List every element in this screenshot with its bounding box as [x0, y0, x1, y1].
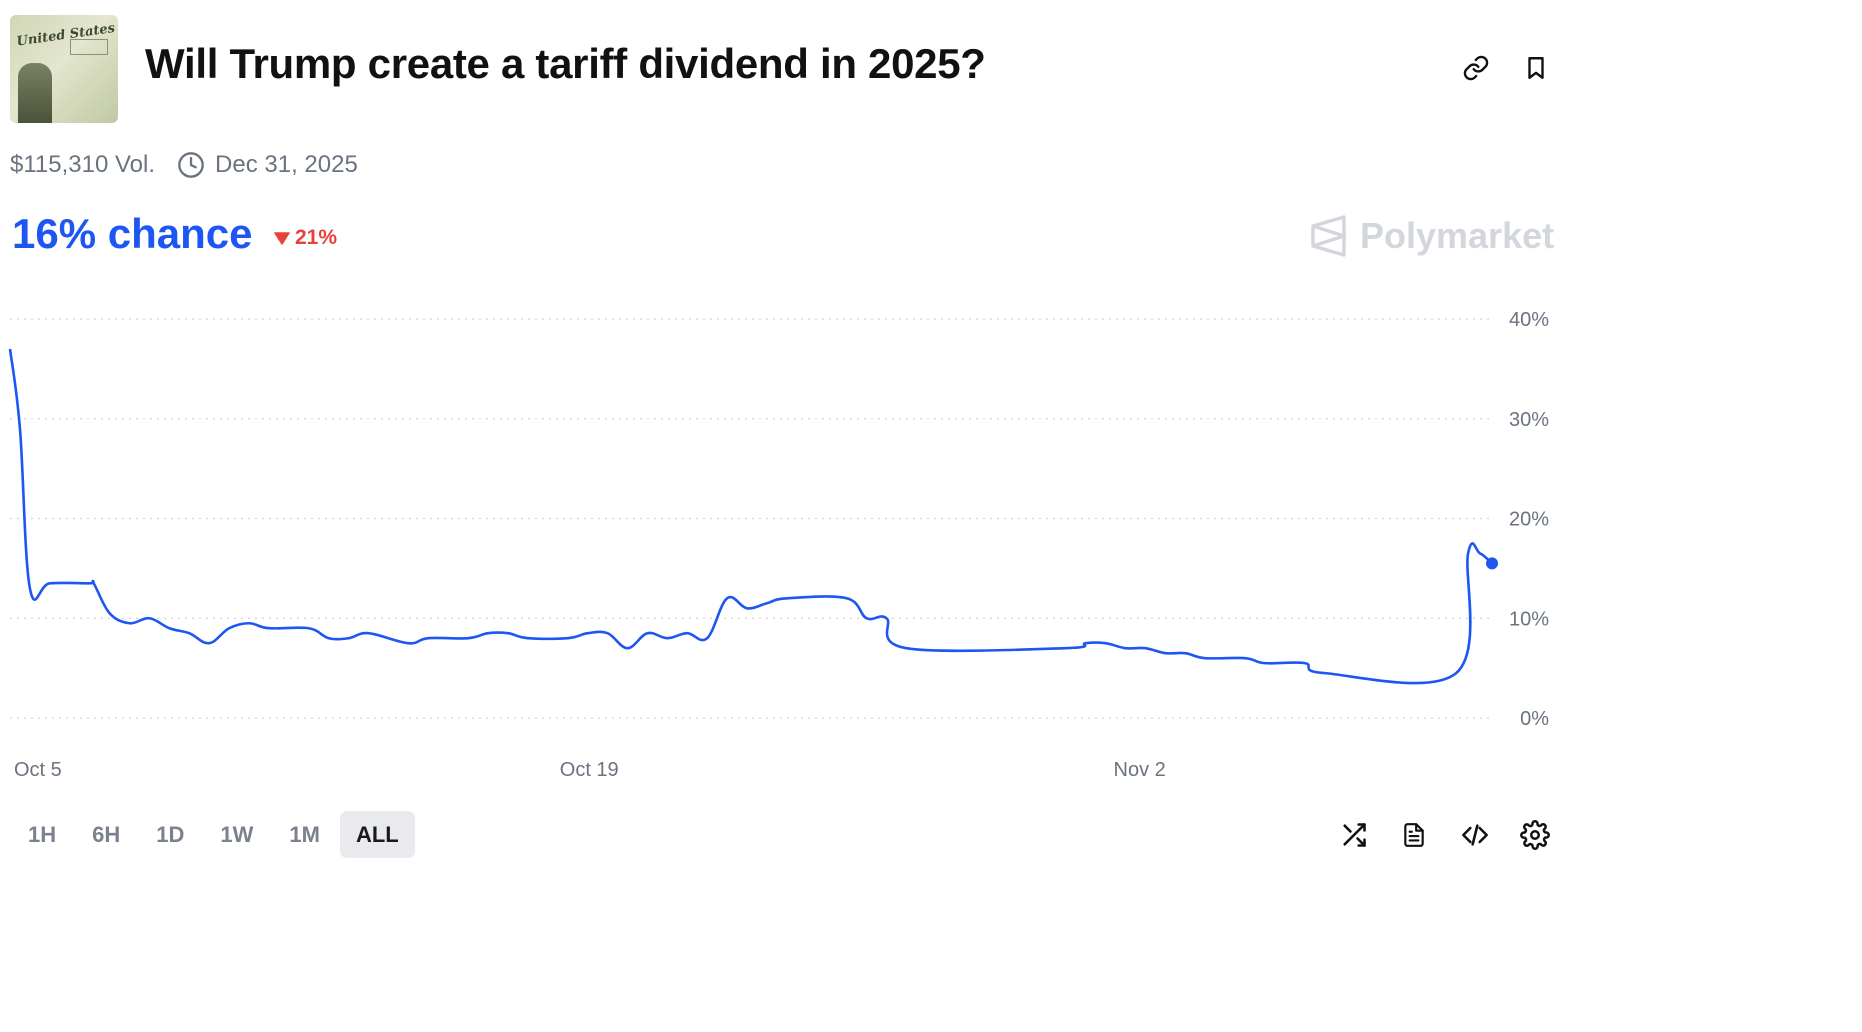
y-tick-label: 40% — [1509, 309, 1549, 331]
range-button-all[interactable]: ALL — [339, 811, 415, 858]
end-date-text: Dec 31, 2025 — [215, 151, 358, 178]
price-history-chart: 40% 30% 20% 10% 0% — [8, 309, 1549, 730]
bookmark-button[interactable] — [1520, 52, 1552, 84]
chance-text: 16% chance — [12, 210, 253, 257]
shuffle-button[interactable] — [1337, 818, 1371, 852]
thumbnail-statue — [18, 63, 52, 123]
y-tick-label: 0% — [1520, 708, 1549, 730]
range-button-1m[interactable]: 1M — [289, 821, 320, 847]
market-meta: $115,310 Vol. Dec 31, 2025 — [10, 151, 358, 179]
document-icon — [1404, 823, 1424, 847]
market-thumbnail: United States Treasury — [10, 15, 118, 123]
market-title: Will Trump create a tariff dividend in 2… — [145, 40, 986, 87]
embed-button[interactable] — [1458, 818, 1492, 852]
volume-text: $115,310 Vol. — [10, 151, 156, 178]
range-button-1w[interactable]: 1W — [220, 821, 254, 847]
thumbnail-check-boxes — [70, 39, 108, 55]
time-range-selector: 1H 6H 1D 1W 1M ALL — [12, 811, 419, 858]
y-tick-label: 30% — [1509, 409, 1549, 431]
change-badge: 21% — [274, 226, 337, 250]
copy-link-button[interactable] — [1460, 52, 1492, 84]
triangle-down-icon — [274, 231, 290, 245]
code-icon — [1462, 824, 1488, 846]
bookmark-icon — [1528, 57, 1544, 79]
rules-document-button[interactable] — [1397, 818, 1431, 852]
change-value: 21% — [295, 226, 338, 249]
x-tick-label: Nov 2 — [1113, 759, 1166, 781]
link-icon — [1463, 55, 1489, 81]
shuffle-icon — [1343, 823, 1366, 847]
polymarket-watermark: Polymarket — [1310, 214, 1554, 258]
polymarket-logo-icon — [1311, 215, 1346, 257]
series-line — [8, 348, 1493, 685]
range-button-1d[interactable]: 1D — [156, 821, 185, 847]
x-tick-label: Oct 19 — [559, 759, 619, 781]
range-button-6h[interactable]: 6H — [92, 821, 121, 847]
y-tick-label: 20% — [1509, 509, 1549, 531]
latest-point — [1486, 557, 1498, 570]
clock-icon — [177, 151, 205, 179]
chart-settings-button[interactable] — [1518, 818, 1552, 852]
range-button-1h[interactable]: 1H — [28, 821, 57, 847]
gear-icon — [1520, 820, 1550, 850]
brand-name: Polymarket — [1360, 215, 1555, 256]
x-tick-label: Oct 5 — [14, 759, 62, 781]
y-tick-label: 10% — [1509, 608, 1549, 630]
